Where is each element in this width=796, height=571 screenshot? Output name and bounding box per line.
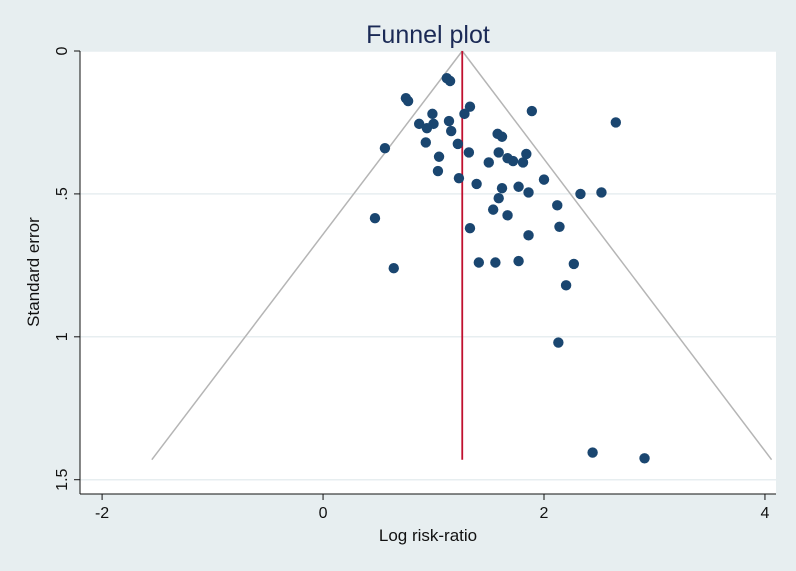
- data-point: [513, 181, 524, 192]
- data-point: [459, 108, 470, 120]
- data-point: [432, 165, 444, 177]
- data-point: [420, 137, 431, 148]
- data-point: [554, 221, 565, 232]
- data-point: [526, 105, 538, 117]
- data-point: [596, 187, 607, 198]
- data-point: [639, 453, 650, 464]
- data-point: [496, 182, 508, 194]
- funnel-right-line: [461, 50, 773, 461]
- data-point: [453, 172, 465, 184]
- data-point: [444, 75, 456, 87]
- data-point: [446, 125, 457, 137]
- x-axis-label: Log risk-ratio: [379, 526, 477, 545]
- y-tick-label: 1.5: [54, 468, 71, 490]
- data-point: [521, 148, 532, 160]
- x-tick-label: -2: [95, 505, 109, 522]
- data-point: [487, 204, 499, 215]
- x-tick-label: 4: [760, 505, 769, 522]
- data-point: [496, 131, 508, 142]
- funnel-left-line: [151, 50, 463, 461]
- y-tick-label: 0: [54, 46, 71, 55]
- data-point: [463, 147, 475, 158]
- data-point: [507, 155, 519, 167]
- data-point: [413, 118, 425, 130]
- funnel-lines: [151, 50, 773, 461]
- data-point: [610, 117, 622, 128]
- data-point: [523, 230, 534, 241]
- data-point: [523, 187, 534, 198]
- data-point: [433, 151, 445, 162]
- x-tick-label: 0: [319, 505, 328, 522]
- chart-title: Funnel plot: [366, 21, 490, 49]
- plot-area: [80, 51, 776, 494]
- data-point: [402, 95, 414, 107]
- data-point: [369, 212, 381, 224]
- axes: -2 0 2 4 0 .5 1 1.5: [54, 46, 776, 522]
- data-point: [464, 223, 476, 234]
- data-point: [490, 257, 501, 268]
- data-point: [517, 157, 529, 168]
- data-point: [553, 337, 564, 348]
- data-point: [443, 115, 455, 127]
- data-points: [369, 72, 650, 464]
- data-point: [513, 255, 524, 267]
- data-point: [552, 200, 563, 211]
- gridlines: [80, 50, 776, 481]
- data-point: [493, 192, 504, 204]
- x-tick-label: 2: [540, 505, 549, 522]
- data-point: [427, 108, 438, 120]
- data-point: [473, 257, 485, 268]
- data-point: [493, 147, 504, 158]
- data-point: [464, 101, 476, 112]
- data-point: [568, 258, 580, 270]
- data-point: [388, 263, 399, 274]
- data-point: [379, 142, 391, 154]
- data-point: [502, 210, 513, 221]
- y-axis-label: Standard error: [24, 217, 43, 327]
- data-point: [538, 174, 550, 185]
- data-point: [483, 157, 494, 168]
- data-point: [421, 122, 433, 134]
- data-point: [575, 188, 586, 200]
- y-tick-label: 1: [54, 332, 71, 341]
- data-point: [560, 280, 572, 291]
- y-tick-label: .5: [54, 187, 71, 200]
- data-point: [452, 138, 464, 150]
- data-point: [587, 447, 598, 458]
- data-point: [471, 178, 482, 190]
